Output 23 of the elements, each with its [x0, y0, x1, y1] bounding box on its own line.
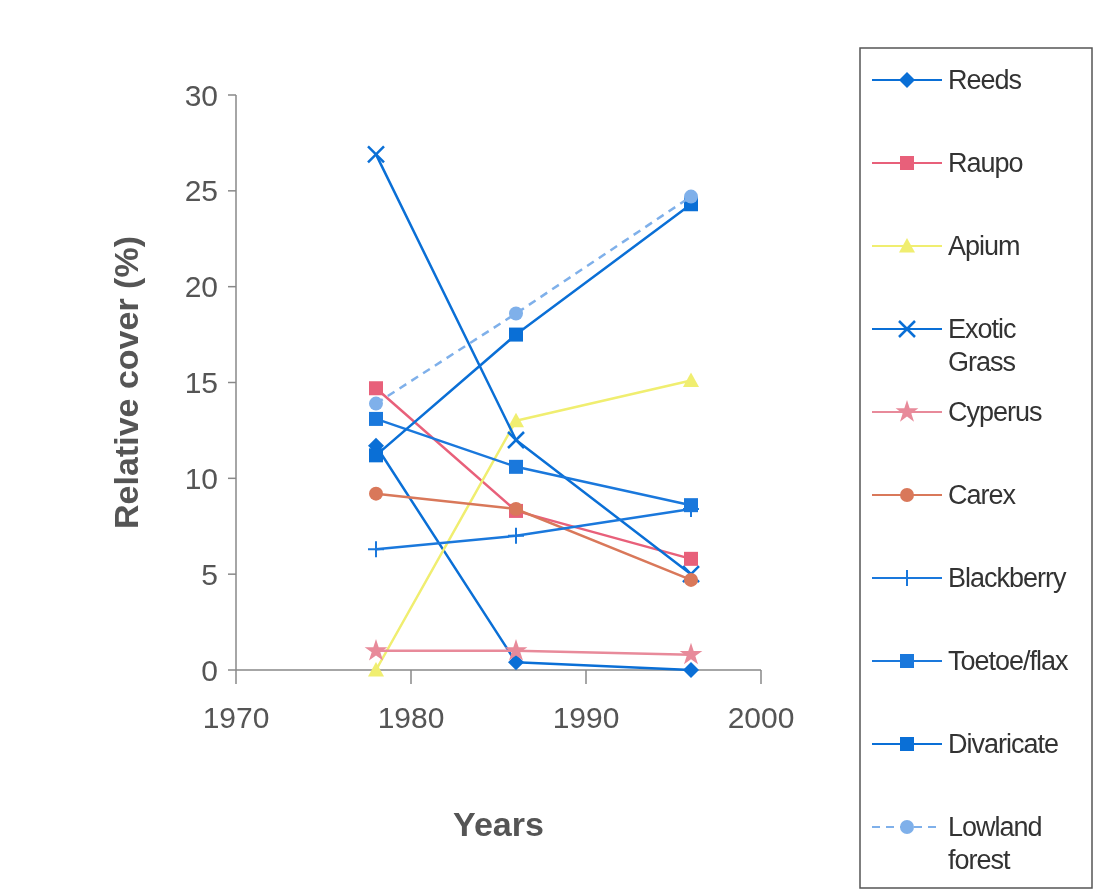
- legend-label: Cyperus: [948, 397, 1043, 428]
- legend-label: Raupo: [948, 148, 1023, 179]
- y-tick-label: 5: [201, 557, 218, 591]
- x-axis-title: Years: [453, 805, 544, 843]
- legend-label: Divaricate: [948, 729, 1059, 760]
- legend-label: Toetoe/flax: [948, 646, 1070, 677]
- y-tick-label: 15: [184, 366, 218, 399]
- x-tick-label: 1970: [202, 701, 270, 734]
- legend-label: Blackberry: [948, 563, 1068, 594]
- y-tick-label: 0: [201, 653, 218, 687]
- legend-label: Lowland forest: [948, 812, 1042, 875]
- legend-label: Exotic Grass: [948, 314, 1017, 377]
- y-tick-label: 10: [184, 461, 218, 495]
- y-tick-label: 30: [184, 78, 218, 112]
- y-axis-title: Relative cover (%): [107, 236, 145, 529]
- y-tick-label: 25: [184, 174, 218, 208]
- x-tick-label: 1980: [377, 701, 445, 734]
- y-tick-label: 20: [184, 270, 218, 304]
- legend-label: Carex: [948, 480, 1017, 511]
- x-tick-label: 1990: [552, 701, 620, 734]
- x-tick-label: 2000: [727, 701, 795, 734]
- legend-label: Reeds: [948, 65, 1022, 96]
- legend-label: Apium: [948, 231, 1020, 262]
